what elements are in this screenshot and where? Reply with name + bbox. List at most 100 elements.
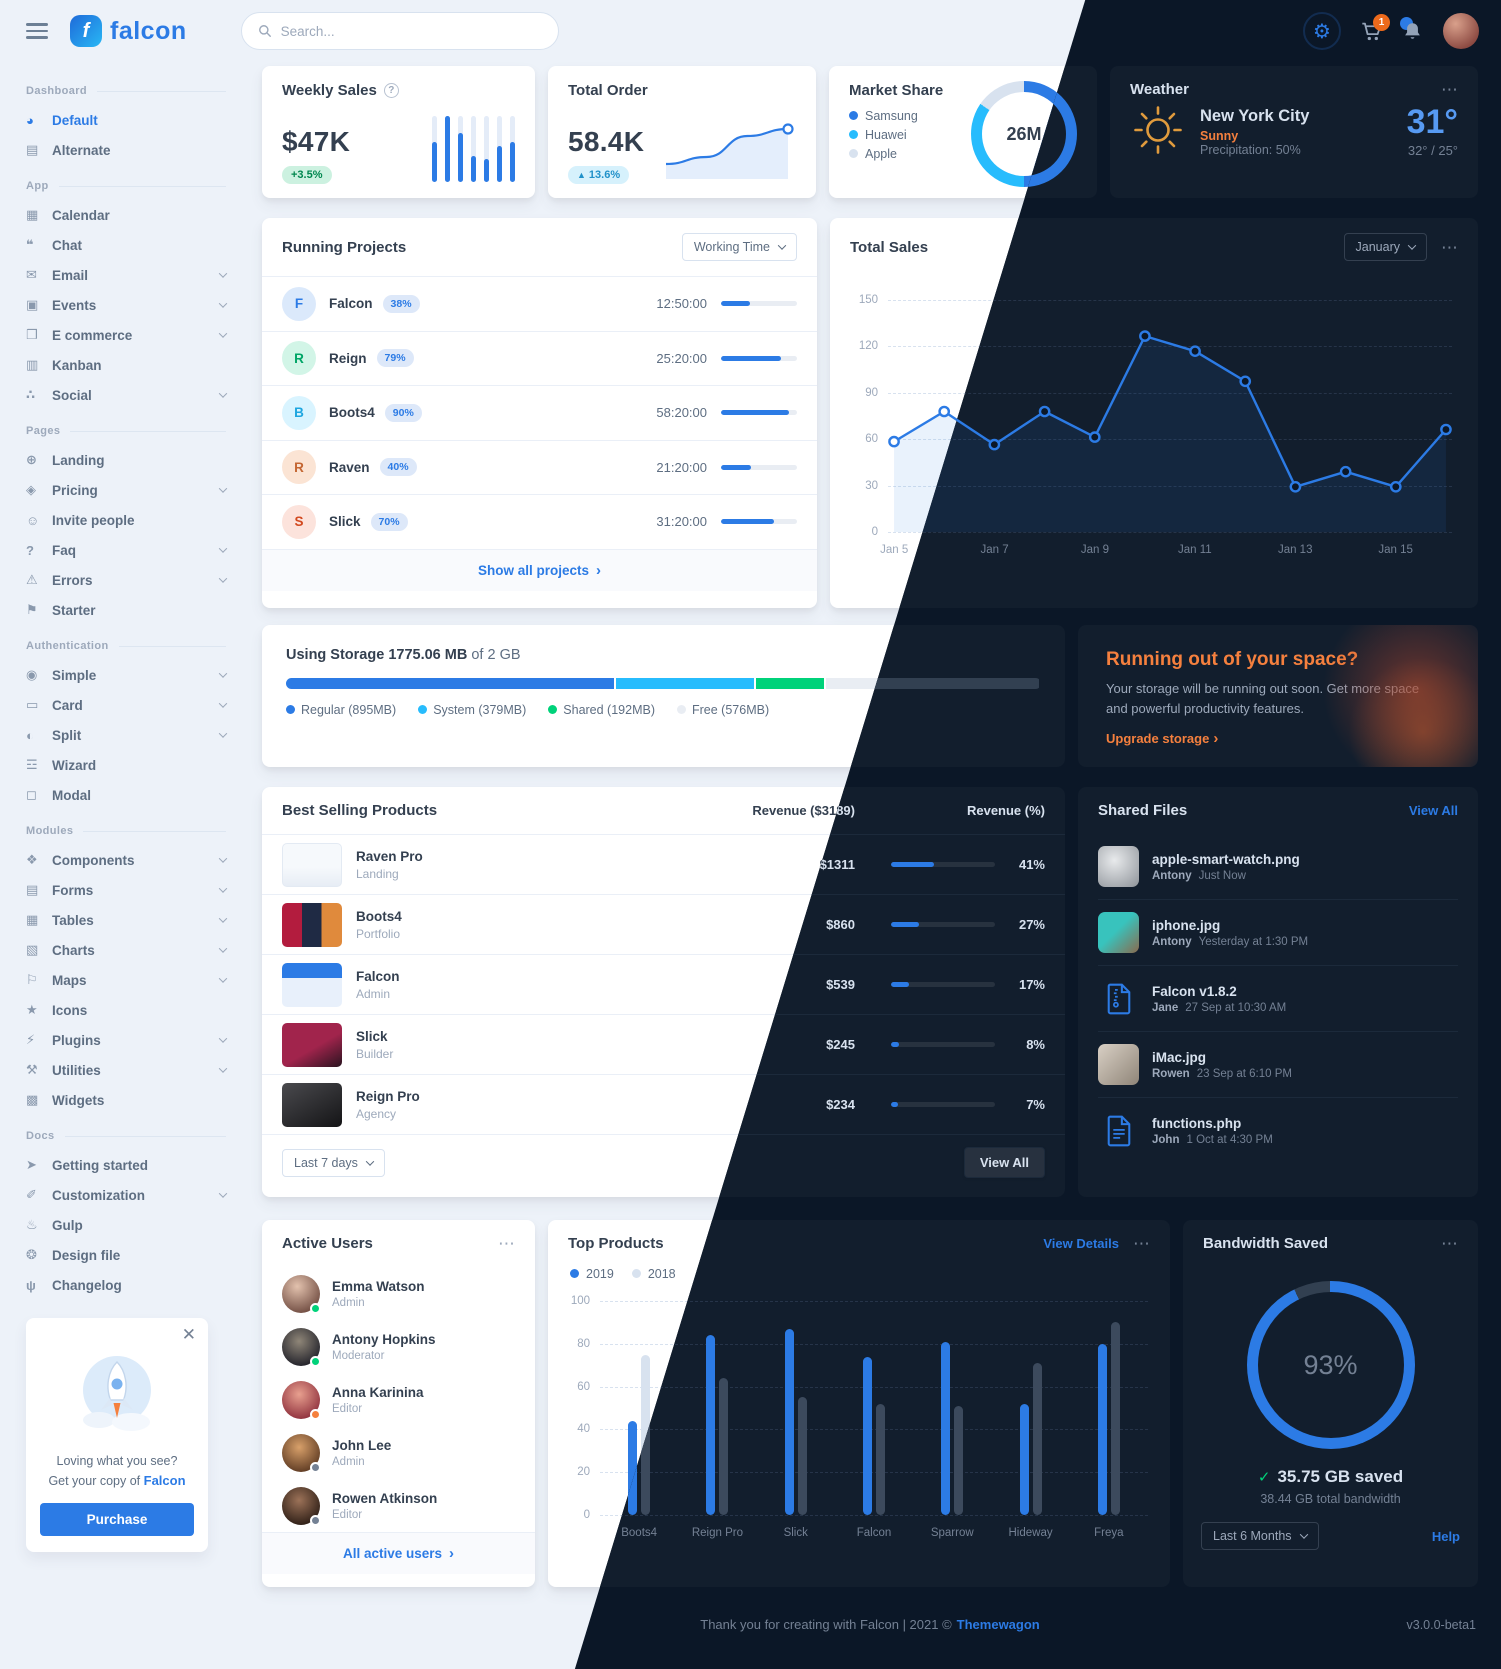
- sidebar-item-changelog[interactable]: ψ Changelog: [26, 1277, 122, 1293]
- sidebar-item-events[interactable]: ▣ Events: [26, 290, 228, 320]
- legend-item: Samsung: [849, 109, 943, 123]
- project-row: B Boots4 90% 58:20:00: [262, 385, 817, 440]
- project-name-link[interactable]: Raven: [329, 459, 370, 475]
- map-icon: ⚐: [26, 972, 38, 987]
- product-name-link[interactable]: Slick: [356, 1028, 388, 1044]
- topbar: f falcon ⚙ 1: [0, 0, 1501, 62]
- user-name-link[interactable]: Rowen Atkinson: [332, 1490, 438, 1506]
- sidebar-item-gulp[interactable]: ♨ Gulp: [26, 1217, 83, 1233]
- project-name-link[interactable]: Slick: [329, 514, 361, 530]
- sidebar-item-modal[interactable]: ◻ Modal: [26, 787, 91, 803]
- search-box[interactable]: [240, 12, 559, 50]
- sidebar-item-social[interactable]: ∴ Social: [26, 380, 228, 410]
- sidebar-item-split[interactable]: ◐ Split: [26, 720, 228, 750]
- legend-item: Huawei: [849, 128, 943, 142]
- sidebar-item-alternate[interactable]: ▤ Alternate: [26, 142, 111, 158]
- last-7-days-dropdown[interactable]: Last 7 days: [282, 1148, 385, 1177]
- user-role: Moderator: [332, 1349, 385, 1362]
- market-share-legend: Samsung Huawei Apple: [849, 109, 943, 161]
- top-products-legend: 2019 2018: [548, 1267, 1170, 1285]
- project-name-link[interactable]: Reign: [329, 350, 367, 366]
- sidebar-item-landing[interactable]: ⊕ Landing: [26, 452, 105, 468]
- market-share-value: 26M: [1006, 123, 1042, 144]
- project-percent-badge: 70%: [370, 512, 408, 531]
- weekly-sales-badge: +3.5%: [282, 166, 332, 184]
- sidebar-item-chat[interactable]: ❝ Chat: [26, 237, 82, 253]
- card-title: Total Sales: [850, 238, 929, 256]
- active-users-card: Active Users ⋯ Emma Watson Admin Antony Ho…: [262, 1220, 535, 1587]
- sidebar-item-wizard[interactable]: ☲ Wizard: [26, 757, 97, 773]
- product-name-link[interactable]: Boots4: [356, 908, 402, 924]
- storage-legend-item: System (379MB): [418, 703, 526, 717]
- sidebar-item-invite-people[interactable]: ☺ Invite people: [26, 512, 135, 528]
- sidebar-item-utilities[interactable]: ⚒ Utilities: [26, 1055, 228, 1085]
- more-options-icon[interactable]: ⋯: [498, 1234, 515, 1253]
- revenue-column-header: Revenue ($3189): [752, 803, 855, 818]
- working-time-dropdown[interactable]: Working Time: [681, 233, 797, 261]
- purchase-button[interactable]: Purchase: [40, 1502, 194, 1536]
- product-name-link[interactable]: Falcon: [356, 968, 400, 984]
- wrench-icon: ✐: [26, 1187, 37, 1202]
- shopping-cart-icon: ❒: [26, 327, 38, 342]
- project-avatar: B: [282, 395, 316, 430]
- sidebar-item-kanban[interactable]: ▥ Kanban: [26, 357, 102, 373]
- sidebar-item-icons[interactable]: ★ Icons: [26, 1002, 88, 1018]
- sidebar-item-starter[interactable]: ⚑ Starter: [26, 602, 96, 618]
- chevron-down-icon: [218, 944, 228, 953]
- project-progress-bar: [721, 410, 797, 416]
- chevron-down-icon: [218, 1189, 228, 1198]
- sidebar-item-widgets[interactable]: ▩ Widgets: [26, 1092, 105, 1108]
- sidebar-item-email[interactable]: ✉ Email: [26, 260, 228, 290]
- sidebar-item-default[interactable]: ◕ Default: [26, 112, 98, 128]
- avatar: [282, 1274, 321, 1314]
- user-name-link[interactable]: Anna Karinina: [332, 1384, 424, 1400]
- user-row: John Lee Admin: [262, 1426, 535, 1479]
- sidebar-item-design-file[interactable]: ❂ Design file: [26, 1247, 121, 1263]
- user-name-link[interactable]: Emma Watson: [332, 1278, 425, 1294]
- legend-item: Apple: [849, 147, 943, 161]
- falcon-link[interactable]: Falcon: [143, 1472, 186, 1488]
- info-icon[interactable]: ?: [383, 83, 399, 98]
- sidebar-item-faq[interactable]: ? Faq: [26, 535, 228, 565]
- sidebar-item-plugins[interactable]: ⚡ Plugins: [26, 1025, 228, 1055]
- weekly-sales-value: $47K: [282, 126, 351, 157]
- chevron-down-icon: [218, 299, 228, 308]
- falcon-logo[interactable]: f falcon: [70, 15, 187, 47]
- hamburger-menu-icon[interactable]: [26, 23, 48, 39]
- project-name-link[interactable]: Falcon: [329, 296, 373, 312]
- product-name-link[interactable]: Raven Pro: [356, 848, 423, 864]
- sidebar-item-forms[interactable]: ▤ Forms: [26, 875, 228, 905]
- active-users-list: Emma Watson Admin Antony Hopkins Moderator A…: [262, 1267, 535, 1532]
- rocket-illustration: [40, 1348, 194, 1440]
- user-name-link[interactable]: Antony Hopkins: [332, 1331, 436, 1347]
- sidebar-item-getting-started[interactable]: ➤ Getting started: [26, 1157, 149, 1173]
- sidebar-item-pricing[interactable]: ◈ Pricing: [26, 475, 228, 505]
- sidebar-item-e-commerce[interactable]: ❒ E commerce: [26, 320, 228, 350]
- widgets-icon: ▩: [26, 1092, 39, 1107]
- project-name-link[interactable]: Boots4: [329, 405, 375, 421]
- chevron-down-icon: [777, 241, 787, 250]
- sidebar-item-charts[interactable]: ▧ Charts: [26, 935, 228, 965]
- product-name-link[interactable]: Reign Pro: [356, 1088, 420, 1104]
- sidebar-item-errors[interactable]: ⚠ Errors: [26, 565, 228, 595]
- close-icon[interactable]: ✕: [181, 1325, 196, 1344]
- sidebar-item-calendar[interactable]: ▦ Calendar: [26, 207, 110, 223]
- storage-title: Using Storage 1775.06 MB of 2 GB: [286, 647, 521, 663]
- project-time: 31:20:00: [656, 514, 707, 530]
- total-order-card: Total Order 58.4K ▲ 13.6%: [548, 66, 816, 198]
- project-avatar: R: [282, 341, 316, 376]
- all-active-users-link[interactable]: All active users ›: [262, 1532, 535, 1574]
- sidebar-item-tables[interactable]: ▦ Tables: [26, 905, 228, 935]
- search-input[interactable]: [280, 23, 542, 39]
- show-all-projects-link[interactable]: Show all projects ›: [262, 548, 817, 591]
- lock-icon: ◉: [26, 667, 38, 682]
- card-title: Running Projects: [282, 238, 407, 256]
- sidebar-item-components[interactable]: ❖ Components: [26, 845, 228, 875]
- legend-item: 2019: [570, 1267, 614, 1281]
- chevron-down-icon: [218, 484, 228, 493]
- user-name-link[interactable]: John Lee: [332, 1437, 392, 1453]
- sidebar-item-customization[interactable]: ✐ Customization: [26, 1180, 228, 1210]
- sidebar-item-simple[interactable]: ◉ Simple: [26, 660, 228, 690]
- sidebar-item-maps[interactable]: ⚐ Maps: [26, 965, 228, 995]
- sidebar-item-card[interactable]: ▭ Card: [26, 690, 228, 720]
